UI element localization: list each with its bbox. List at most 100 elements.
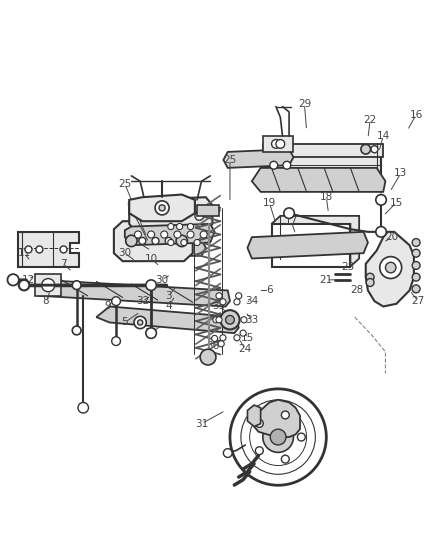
Polygon shape bbox=[223, 149, 293, 168]
Text: 19: 19 bbox=[263, 198, 276, 207]
Circle shape bbox=[165, 237, 172, 245]
Circle shape bbox=[241, 317, 247, 323]
Circle shape bbox=[25, 246, 32, 253]
Polygon shape bbox=[197, 205, 219, 216]
Circle shape bbox=[283, 161, 291, 169]
Text: 23: 23 bbox=[342, 262, 355, 271]
Circle shape bbox=[112, 297, 120, 305]
Circle shape bbox=[218, 341, 224, 347]
Circle shape bbox=[234, 299, 240, 305]
Text: 36: 36 bbox=[206, 342, 219, 351]
Circle shape bbox=[138, 212, 147, 220]
Circle shape bbox=[297, 433, 305, 441]
Text: 4: 4 bbox=[165, 302, 172, 311]
Text: 21: 21 bbox=[320, 275, 333, 285]
Text: 32: 32 bbox=[136, 296, 149, 306]
Text: 22: 22 bbox=[364, 115, 377, 125]
Circle shape bbox=[223, 449, 232, 457]
Circle shape bbox=[146, 280, 156, 290]
Circle shape bbox=[270, 429, 286, 445]
Circle shape bbox=[272, 140, 280, 148]
Circle shape bbox=[60, 246, 67, 253]
Polygon shape bbox=[366, 232, 414, 306]
Circle shape bbox=[385, 262, 396, 273]
Text: 25: 25 bbox=[118, 179, 131, 189]
Text: 10: 10 bbox=[145, 328, 158, 338]
Circle shape bbox=[174, 231, 181, 238]
Text: 25: 25 bbox=[223, 155, 237, 165]
Circle shape bbox=[36, 246, 43, 253]
Circle shape bbox=[213, 317, 219, 323]
Polygon shape bbox=[272, 216, 359, 266]
Circle shape bbox=[241, 400, 315, 474]
Circle shape bbox=[376, 227, 386, 237]
Text: 33: 33 bbox=[245, 315, 258, 325]
Circle shape bbox=[412, 273, 420, 281]
Circle shape bbox=[366, 273, 374, 281]
Circle shape bbox=[212, 335, 218, 342]
Circle shape bbox=[134, 231, 141, 238]
Circle shape bbox=[126, 235, 137, 247]
Text: 29: 29 bbox=[298, 99, 311, 109]
Circle shape bbox=[216, 317, 222, 323]
Circle shape bbox=[270, 161, 278, 169]
Text: 18: 18 bbox=[320, 192, 333, 202]
Text: 5: 5 bbox=[121, 318, 128, 327]
Circle shape bbox=[216, 293, 222, 299]
Polygon shape bbox=[263, 144, 383, 157]
Circle shape bbox=[220, 310, 240, 329]
Circle shape bbox=[376, 195, 386, 205]
Circle shape bbox=[138, 320, 143, 325]
Circle shape bbox=[226, 316, 234, 324]
Text: 30: 30 bbox=[155, 275, 169, 285]
Polygon shape bbox=[114, 221, 193, 261]
Text: 14: 14 bbox=[377, 131, 390, 141]
Polygon shape bbox=[261, 152, 381, 176]
Circle shape bbox=[42, 279, 55, 292]
Circle shape bbox=[236, 293, 242, 299]
Circle shape bbox=[178, 237, 185, 245]
Circle shape bbox=[220, 335, 226, 341]
Text: 28: 28 bbox=[350, 286, 364, 295]
Circle shape bbox=[250, 409, 307, 465]
Circle shape bbox=[152, 237, 159, 245]
Circle shape bbox=[240, 330, 246, 336]
Polygon shape bbox=[96, 306, 239, 333]
Circle shape bbox=[19, 280, 29, 290]
Circle shape bbox=[187, 231, 194, 238]
Polygon shape bbox=[252, 168, 385, 192]
Circle shape bbox=[72, 281, 81, 289]
Circle shape bbox=[165, 210, 177, 222]
Text: 7: 7 bbox=[60, 259, 67, 269]
Polygon shape bbox=[125, 224, 215, 245]
Circle shape bbox=[380, 256, 402, 279]
Circle shape bbox=[230, 389, 326, 485]
Circle shape bbox=[146, 328, 156, 338]
Text: 9: 9 bbox=[104, 302, 111, 311]
Circle shape bbox=[78, 402, 88, 413]
Circle shape bbox=[168, 239, 174, 246]
Text: 16: 16 bbox=[410, 110, 423, 119]
Circle shape bbox=[139, 237, 146, 245]
Circle shape bbox=[200, 231, 207, 238]
Text: 12: 12 bbox=[22, 275, 35, 285]
Text: 15: 15 bbox=[390, 198, 403, 207]
Text: 34: 34 bbox=[245, 296, 258, 306]
Circle shape bbox=[412, 262, 420, 269]
Circle shape bbox=[412, 285, 420, 293]
Circle shape bbox=[281, 411, 289, 419]
Text: 11: 11 bbox=[18, 248, 31, 258]
Circle shape bbox=[281, 455, 289, 463]
Polygon shape bbox=[118, 237, 206, 256]
Circle shape bbox=[412, 249, 420, 257]
Circle shape bbox=[371, 146, 378, 153]
Polygon shape bbox=[254, 400, 300, 437]
Circle shape bbox=[234, 335, 240, 341]
Text: 1: 1 bbox=[231, 312, 238, 322]
Circle shape bbox=[177, 223, 183, 230]
Circle shape bbox=[155, 201, 169, 215]
Polygon shape bbox=[272, 224, 350, 266]
Text: 31: 31 bbox=[195, 419, 208, 429]
Polygon shape bbox=[129, 197, 212, 232]
Circle shape bbox=[220, 299, 226, 305]
